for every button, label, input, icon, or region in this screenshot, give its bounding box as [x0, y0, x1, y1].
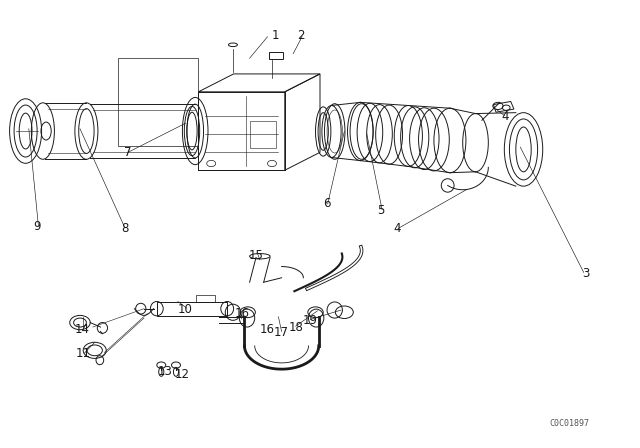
Text: 12: 12	[175, 367, 190, 381]
Text: 18: 18	[288, 320, 303, 334]
Text: 7: 7	[124, 146, 132, 159]
Text: 6: 6	[323, 197, 330, 211]
Text: 2: 2	[297, 29, 305, 43]
Text: 16: 16	[260, 323, 275, 336]
Text: 11: 11	[76, 347, 91, 361]
Text: 4: 4	[502, 110, 509, 123]
Bar	[269, 52, 284, 59]
Text: 9: 9	[33, 220, 41, 233]
Text: 14: 14	[74, 323, 90, 336]
Text: 8: 8	[121, 222, 129, 235]
Text: 5: 5	[377, 204, 385, 217]
Bar	[118, 58, 198, 146]
Text: 13: 13	[157, 365, 173, 379]
Bar	[196, 295, 215, 302]
Text: 19: 19	[303, 314, 318, 327]
Text: 17: 17	[274, 326, 289, 339]
Text: 4: 4	[393, 222, 401, 235]
Bar	[157, 302, 227, 316]
Text: 3: 3	[582, 267, 589, 280]
Text: 15: 15	[248, 249, 264, 262]
Text: 1: 1	[271, 29, 279, 43]
Bar	[250, 121, 276, 148]
Text: 16: 16	[234, 307, 250, 320]
Text: 10: 10	[178, 302, 193, 316]
Text: C0C01897: C0C01897	[550, 419, 589, 428]
